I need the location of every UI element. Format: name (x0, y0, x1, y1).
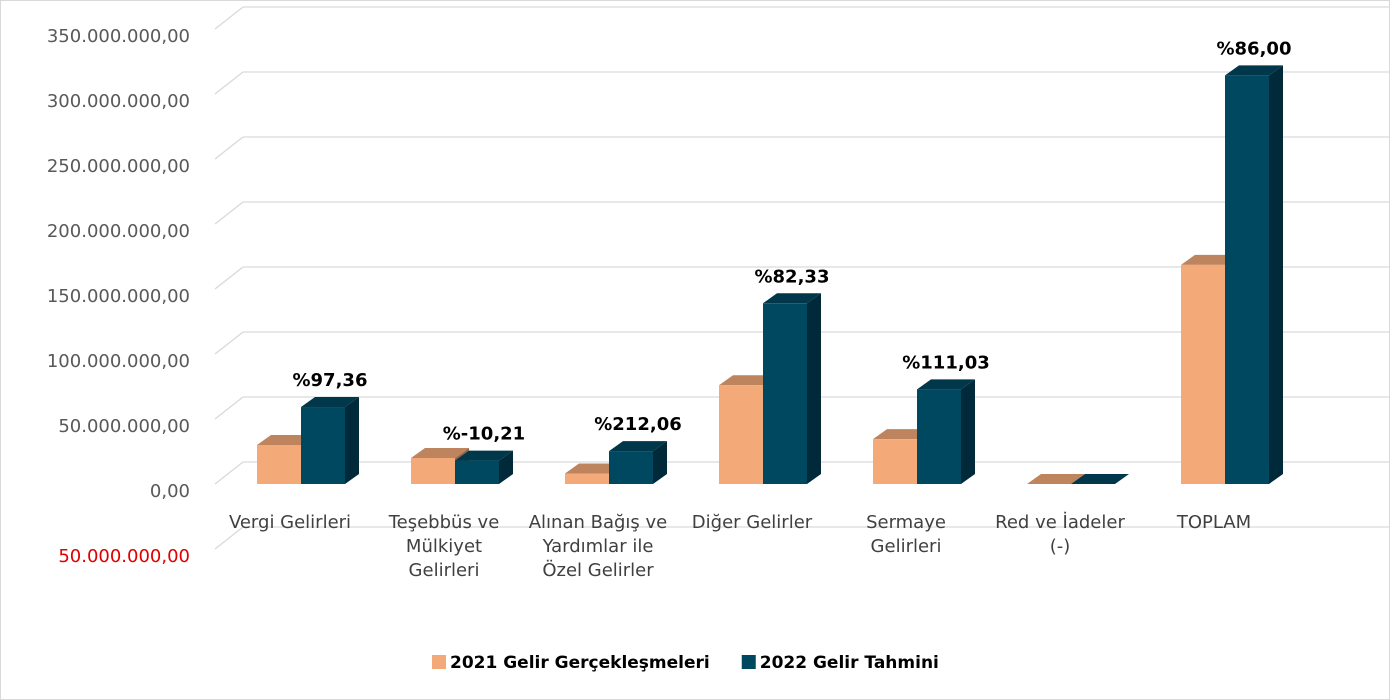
grid-line-side (214, 266, 244, 290)
y-tick-label: 100.000.000,00 (47, 351, 190, 372)
bar-top (411, 448, 469, 458)
grid-line-side (214, 526, 244, 550)
bar-top (1181, 254, 1239, 265)
change-label: %86,00 (1217, 38, 1292, 59)
bar-top (763, 293, 821, 304)
bar-top (455, 450, 513, 461)
bar-top (1225, 65, 1283, 76)
change-label: %-10,21 (443, 424, 525, 445)
grid-line-side (214, 71, 244, 95)
bar-side (653, 441, 667, 484)
bar-side (499, 450, 513, 484)
bar-top (719, 375, 777, 386)
bar-side (1269, 65, 1283, 484)
bar-top (301, 397, 359, 408)
grid-line-side (214, 461, 244, 485)
x-tick-label: TOPLAM (1176, 512, 1252, 533)
legend-label: 2022 Gelir Tahmini (760, 653, 939, 673)
change-label: %212,06 (594, 414, 682, 435)
y-tick-label: 300.000.000,00 (47, 91, 190, 112)
bar-top (917, 379, 975, 390)
bar (1225, 75, 1269, 484)
y-tick-label: 0,00 (150, 481, 190, 502)
bar-top (1027, 474, 1085, 484)
bar (565, 473, 609, 484)
bar (763, 303, 807, 484)
bar (301, 407, 345, 484)
grid-line-side (214, 331, 244, 355)
bar (719, 385, 763, 484)
legend-label: 2021 Gelir Gerçekleşmeleri (450, 653, 710, 673)
bar (455, 460, 499, 484)
change-label: %82,33 (755, 266, 830, 287)
grid-line-side (214, 396, 244, 420)
y-tick-label: 250.000.000,00 (47, 156, 190, 177)
x-tick-label: Sermaye Gelirleri (866, 512, 946, 557)
x-tick-label: Vergi Gelirleri (228, 512, 352, 533)
bar (873, 439, 917, 484)
bar-top (565, 463, 623, 474)
bar (1181, 264, 1225, 484)
y-tick-label: 350.000.000,00 (47, 26, 190, 47)
x-tick-label: Diğer Gelirler (691, 512, 813, 533)
bar-side (961, 379, 975, 484)
bar-side (345, 397, 359, 484)
bar (917, 389, 961, 484)
change-label: %111,03 (902, 352, 990, 373)
change-label: %97,36 (293, 370, 368, 391)
y-tick-label: 200.000.000,00 (47, 221, 190, 242)
bar-top (257, 435, 315, 445)
bar-top (873, 429, 931, 440)
legend-swatch (432, 655, 446, 669)
bar-side (807, 293, 821, 484)
grid-line-side (214, 201, 244, 225)
x-tick-label: Red ve İadeler (-) (995, 512, 1125, 557)
y-tick-label: 150.000.000,00 (47, 286, 190, 307)
bar-top (609, 441, 667, 452)
bar (609, 451, 653, 484)
bar-top (1071, 474, 1129, 484)
grid-line-side (214, 6, 244, 30)
bar (257, 445, 301, 484)
x-tick-label: Alınan Bağış ve Yardımlar ile Özel Gelir… (528, 512, 668, 581)
grid-line-side (214, 136, 244, 160)
bar (411, 458, 455, 484)
legend-swatch (741, 655, 756, 669)
y-tick-label: 50.000.000,00 (58, 546, 190, 567)
x-tick-label: Teşebbüs ve Mülkiyet Gelirleri (388, 512, 500, 581)
y-tick-label: 50.000.000,00 (58, 416, 190, 437)
